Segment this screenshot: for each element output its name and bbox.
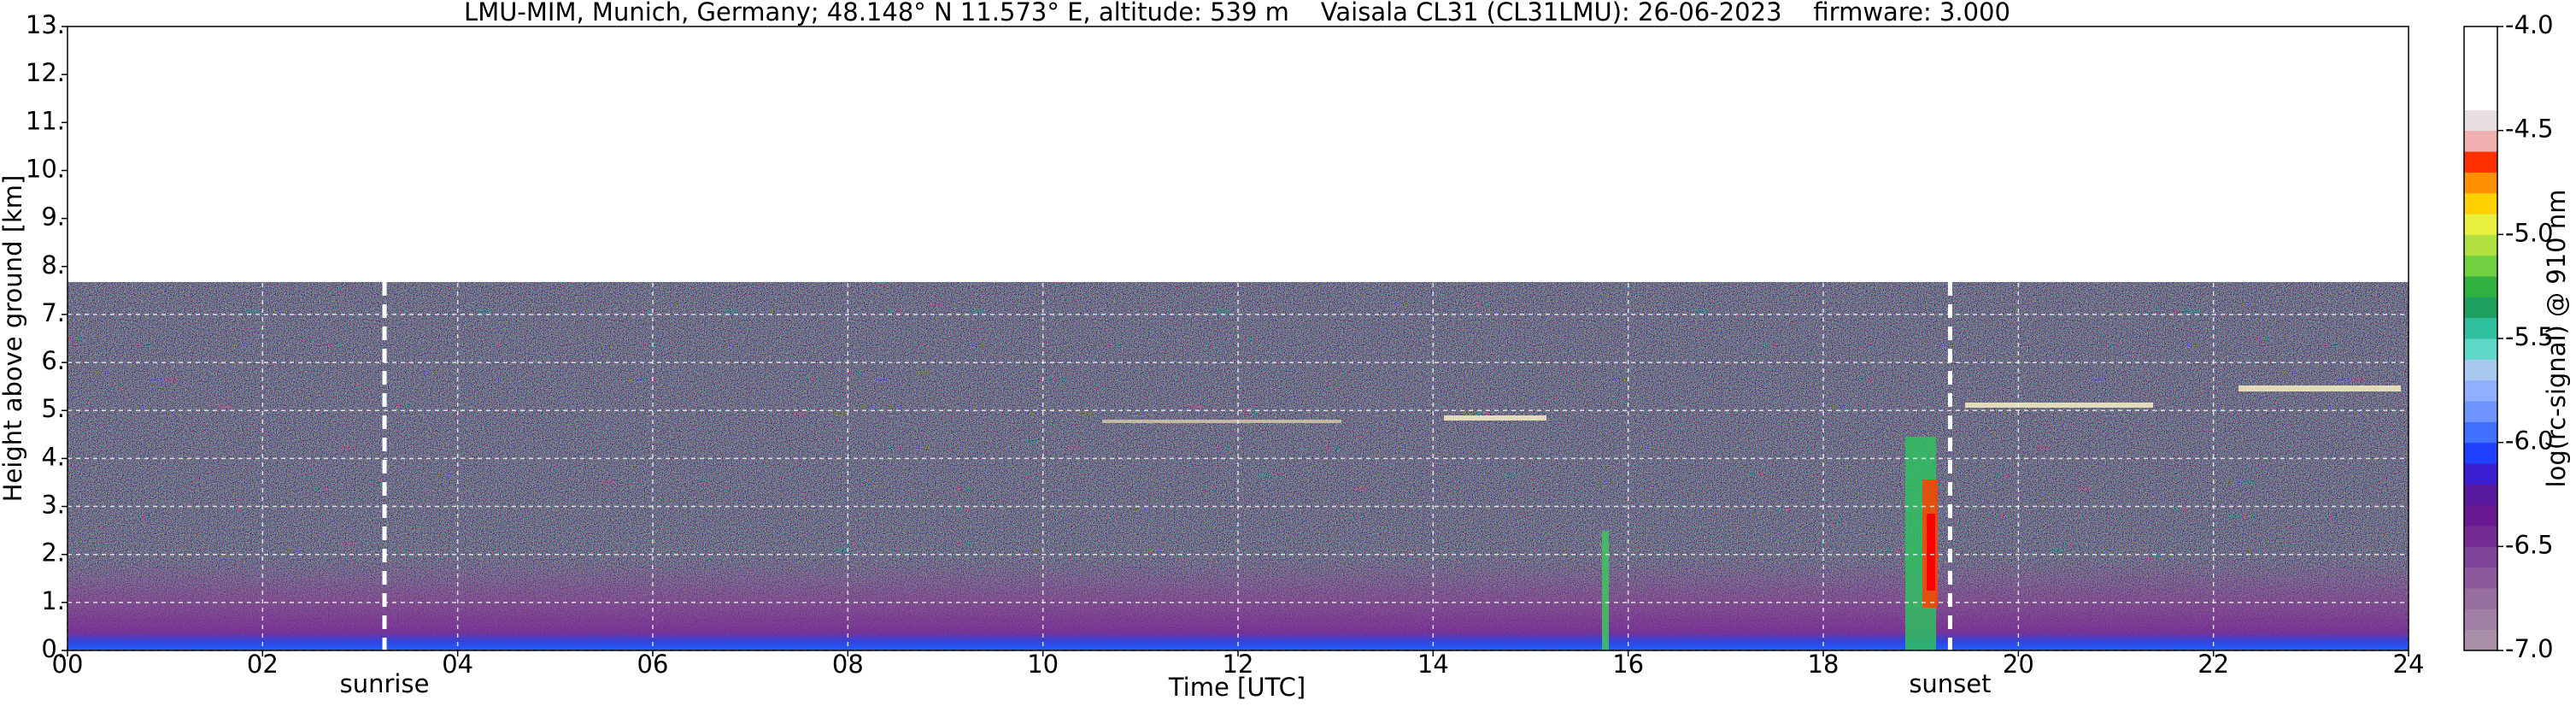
colorbar-swatch	[2464, 276, 2497, 297]
colorbar-tick-label: -4.0	[2505, 10, 2554, 39]
y-tick-label: 2.	[41, 538, 65, 568]
y-tick-label: 10.	[26, 154, 65, 183]
chart-title: LMU-MIM, Munich, Germany; 48.148° N 11.5…	[464, 0, 2010, 26]
colorbar-swatch	[2464, 379, 2497, 402]
x-tick-label: 10	[1027, 650, 1059, 679]
x-axis-label: Time [UTC]	[1168, 673, 1306, 702]
colorbar-swatch	[2464, 255, 2497, 277]
y-axis-label: Height above ground [km]	[0, 175, 27, 503]
x-tick-label: 20	[2003, 650, 2034, 679]
colorbar-swatch	[2464, 47, 2497, 69]
x-tick-label: 04	[442, 650, 473, 679]
cloud-feature	[1927, 514, 1935, 591]
colorbar-swatch	[2464, 588, 2497, 609]
x-tick-label: 18	[1808, 650, 1840, 679]
y-tick-label: 5.	[41, 394, 65, 423]
plot-area: 00 02 04 06 08 10 12 14 16 18 20 22 24 0. 1. 2. 3. 4. 5. 6.…	[26, 10, 2554, 698]
colorbar-swatch	[2464, 401, 2497, 422]
annotation-label: sunset	[1909, 669, 1991, 698]
colorbar-swatch	[2464, 214, 2497, 235]
y-tick-label: 8.	[41, 250, 65, 279]
colorbar-swatch	[2464, 317, 2497, 339]
colorbar-tick-label: -5.5	[2505, 322, 2554, 351]
colorbar-swatch	[2464, 609, 2497, 631]
cloud-feature	[2239, 385, 2401, 391]
colorbar-swatch	[2464, 526, 2497, 547]
cloud-feature	[1444, 415, 1546, 421]
colorbar-swatch	[2464, 172, 2497, 194]
cloud-feature	[1602, 531, 1609, 650]
plot-frame	[67, 26, 2409, 651]
y-tick-label: 3.	[41, 491, 65, 520]
annotation-label: sunrise	[340, 669, 430, 698]
colorbar-swatch	[2464, 192, 2497, 215]
colorbar-tick-label: -7.0	[2505, 634, 2554, 663]
colorbar-swatch	[2464, 130, 2497, 152]
y-tick-label: 12.	[26, 58, 65, 87]
y-tick-label: 1.	[41, 586, 65, 615]
x-tick-label: 16	[1612, 650, 1644, 679]
colorbar-swatch	[2464, 234, 2497, 256]
x-tick-label: 12	[1223, 650, 1254, 679]
colorbar-swatch	[2464, 463, 2497, 485]
x-tick-label: 08	[832, 650, 864, 679]
colorbar-swatch	[2464, 442, 2497, 464]
colorbar-tick-label: -6.5	[2505, 530, 2554, 559]
y-tick-label: 9.	[41, 203, 65, 232]
y-tick-label: 6.	[41, 346, 65, 375]
x-tick-label: 02	[247, 650, 279, 679]
x-tick-label: 24	[2393, 650, 2425, 679]
x-tick-label: 22	[2198, 650, 2229, 679]
colorbar-tick-label: -5.0	[2505, 218, 2554, 247]
colorbar-swatch	[2464, 297, 2497, 319]
x-tick-label: 06	[637, 650, 669, 679]
y-tick-label: 7.	[41, 298, 65, 327]
y-tick-label: 0.	[41, 634, 65, 663]
colorbar-swatch	[2464, 359, 2497, 381]
x-tick-label: 00	[52, 650, 84, 679]
colorbar-swatch	[2464, 629, 2497, 651]
colorbar-label: log(rc-signal) @ 910 nm	[2542, 190, 2571, 488]
y-tick-label: 13.	[26, 10, 65, 39]
colorbar-swatch	[2464, 68, 2497, 90]
colorbar-swatch	[2464, 89, 2497, 110]
x-tick-label: 14	[1417, 650, 1449, 679]
colorbar-swatch	[2464, 484, 2497, 506]
colorbar-swatch	[2464, 26, 2497, 48]
cloud-feature	[1965, 403, 2153, 408]
colorbar-swatch	[2464, 338, 2497, 360]
y-tick-label: 4.	[41, 442, 65, 471]
colorbar-swatch	[2464, 421, 2497, 444]
colorbar-swatch	[2464, 504, 2497, 527]
colorbar-swatch	[2464, 567, 2497, 589]
colorbar-tick-label: -6.0	[2505, 427, 2554, 456]
colorbar-swatch	[2464, 546, 2497, 568]
y-tick-label: 11.	[26, 106, 65, 135]
cloud-feature	[1102, 420, 1341, 423]
colorbar-tick-label: -4.5	[2505, 115, 2554, 144]
colorbar-swatch	[2464, 151, 2497, 173]
colorbar-swatch	[2464, 109, 2497, 132]
